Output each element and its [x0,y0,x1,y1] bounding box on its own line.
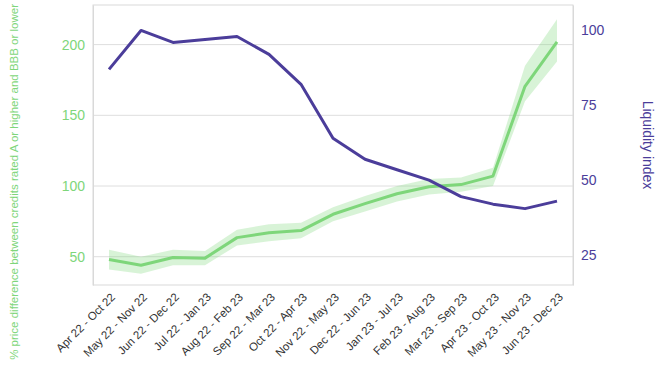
y2-axis-title: Liquidity index [640,101,656,190]
tick-label: 100 [581,22,605,38]
tick-label: 50 [581,172,597,188]
tick-label: 50 [69,249,85,265]
series-line [109,30,557,208]
y-axis: 50 100 150 200 [62,6,94,286]
axis-line [573,6,574,286]
plot-frame [93,5,573,285]
y-axis-title: % price difference between credits rated… [8,4,20,360]
tick-label: 200 [62,37,86,53]
axis-line [93,6,94,286]
tick: 50 [69,249,93,265]
grid-line [93,44,573,45]
tick-label: Jul 22 - Jan 23 [151,291,213,353]
tick: 25 [573,247,597,263]
grid-line [93,115,573,116]
tick: 200 [62,37,93,53]
tick: 100 [573,22,605,38]
tick: 50 [573,172,597,188]
tick: 150 [62,107,93,123]
tick-label: 100 [62,178,86,194]
confidence-band [109,19,557,274]
grid-line [93,186,573,187]
tick-label: 150 [62,107,86,123]
marks [109,19,557,274]
x-axis: Apr 22 - Oct 22May 22 - Nov 22Jun 22 - D… [54,291,566,359]
tick-label: 25 [581,247,597,263]
chart: 50 100 150 200 25 50 75 100 Apr 22 - Oct 22May 2… [0,0,664,380]
tick: 100 [62,178,93,194]
series-line [109,42,557,265]
tick: 75 [573,97,597,113]
tick-label: Jun 23 - Dec 23 [499,291,565,357]
y2-axis: 25 50 75 100 [573,6,605,286]
tick-label: 75 [581,97,597,113]
tick-label: Jan 23 - Jul 23 [343,291,405,353]
